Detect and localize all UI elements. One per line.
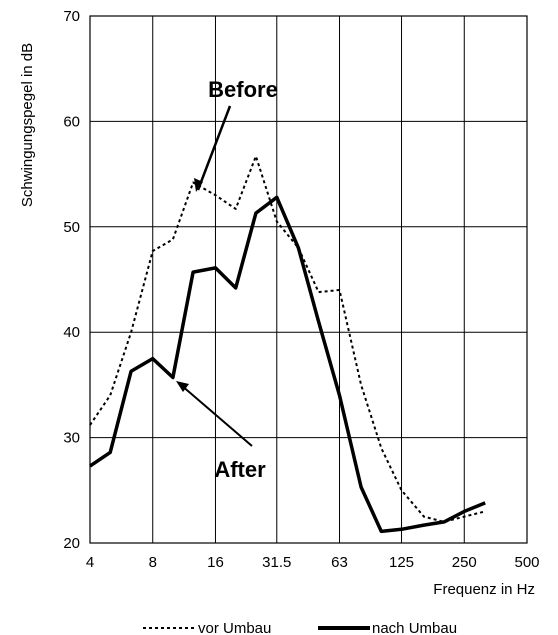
grid: [89, 15, 528, 544]
x-tick-label: 125: [389, 554, 414, 571]
y-axis-label: Schwingungspegel in dB: [19, 43, 36, 207]
x-tick-label: 8: [149, 554, 157, 571]
annotation-after: After: [214, 457, 266, 482]
annotations: Before After: [176, 77, 278, 482]
series-line-vor-umbau: [89, 155, 486, 523]
x-tick-labels: 4 8 16 31.5 63 125 250 500: [86, 554, 540, 571]
y-tick-label: 50: [63, 219, 80, 236]
x-tick-label: 31.5: [262, 554, 291, 571]
x-tick-label: 16: [207, 554, 224, 571]
y-tick-label: 40: [63, 324, 80, 341]
annotation-after-arrowhead: [176, 381, 189, 392]
series-line-nach-umbau: [89, 195, 486, 534]
plot-frame: [89, 15, 528, 544]
y-tick-label: 60: [63, 113, 80, 130]
data-series: [89, 155, 486, 534]
y-tick-label: 30: [63, 430, 80, 447]
legend-label-vor-umbau: vor Umbau: [198, 620, 271, 635]
annotation-before-arrowhead: [194, 178, 203, 192]
annotation-after-arrow: [180, 384, 253, 447]
y-tick-labels: 20 30 40 50 60 70: [63, 8, 80, 552]
x-axis-label: Frequenz in Hz: [433, 581, 535, 598]
x-tick-label: 250: [452, 554, 477, 571]
y-tick-label: 20: [63, 535, 80, 552]
legend-label-nach-umbau: nach Umbau: [372, 620, 457, 635]
legend: vor Umbau nach Umbau: [143, 620, 457, 635]
x-tick-label: 4: [86, 554, 94, 571]
annotation-before-arrow: [196, 105, 232, 191]
annotation-before: Before: [208, 77, 278, 102]
y-tick-label: 70: [63, 8, 80, 25]
x-tick-label: 500: [514, 554, 539, 571]
x-tick-label: 63: [331, 554, 348, 571]
